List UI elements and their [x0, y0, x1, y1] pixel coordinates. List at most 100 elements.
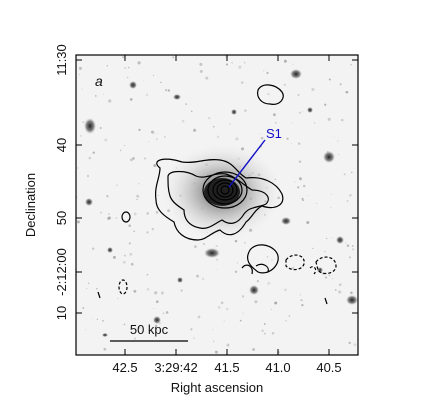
noise-speckle	[108, 99, 112, 103]
noise-speckle	[99, 127, 102, 129]
noise-speckle	[298, 177, 302, 181]
x-tick-label: 42.5	[112, 360, 137, 375]
noise-speckle	[102, 319, 104, 322]
noise-speckle	[259, 133, 261, 135]
noise-speckle	[244, 109, 247, 112]
noise-speckle	[334, 289, 337, 291]
noise-speckle	[348, 341, 351, 345]
noise-speckle	[274, 122, 277, 124]
noise-speckle	[291, 266, 295, 270]
noise-speckle	[117, 298, 119, 300]
noise-speckle	[266, 256, 269, 258]
noise-speckle	[264, 323, 266, 326]
noise-speckle	[260, 136, 264, 140]
noise-speckle	[350, 291, 353, 295]
noise-speckle	[136, 198, 138, 201]
noise-speckle	[267, 281, 271, 285]
noise-speckle	[199, 69, 203, 73]
noise-speckle	[106, 65, 108, 67]
noise-speckle	[338, 154, 340, 156]
noise-speckle	[137, 61, 141, 65]
noise-speckle	[331, 193, 333, 195]
noise-speckle	[190, 110, 193, 113]
y-tick-labels: 11:30 40 50 -2:12:00 10	[54, 44, 69, 320]
noise-speckle	[146, 212, 149, 215]
noise-speckle	[254, 300, 258, 304]
noise-speckle	[236, 262, 238, 264]
noise-speckle	[300, 299, 303, 302]
noise-speckle	[136, 194, 140, 198]
noise-speckle	[122, 55, 125, 59]
y-axis-title: Declination	[23, 173, 38, 237]
noise-speckle	[324, 103, 327, 106]
x-tick-label: 41.5	[214, 360, 239, 375]
noise-speckle	[199, 62, 203, 66]
noise-speckle	[133, 230, 136, 233]
noise-speckle	[78, 74, 80, 76]
noise-speckle	[81, 88, 83, 90]
noise-speckle	[159, 81, 162, 84]
noise-speckle	[286, 137, 289, 140]
noise-speckle	[103, 347, 107, 351]
y-tick-label: 40	[54, 138, 69, 152]
noise-speckle	[267, 93, 270, 96]
noise-speckle	[146, 231, 149, 234]
noise-speckle	[160, 291, 164, 295]
noise-speckle	[165, 311, 169, 314]
noise-speckle	[155, 138, 158, 141]
noise-speckle	[235, 137, 239, 141]
noise-speckle	[220, 301, 224, 305]
noise-speckle	[294, 181, 296, 183]
noise-speckle	[154, 324, 158, 328]
noise-speckle	[76, 220, 80, 224]
noise-speckle	[92, 151, 95, 154]
noise-speckle	[302, 111, 304, 113]
noise-speckle	[132, 157, 135, 160]
noise-speckle	[156, 300, 159, 303]
noise-speckle	[164, 89, 168, 92]
panel-label: a	[95, 73, 103, 89]
noise-speckle	[213, 126, 215, 128]
noise-speckle	[332, 278, 334, 280]
noise-speckle	[312, 247, 314, 250]
noise-speckle	[133, 337, 137, 340]
noise-speckle	[128, 66, 130, 69]
noise-speckle	[153, 307, 155, 310]
noise-speckle	[153, 164, 157, 167]
noise-speckle	[148, 140, 150, 143]
noise-speckle	[338, 283, 342, 287]
s1-pointer-line	[228, 139, 266, 188]
noise-speckle	[129, 252, 133, 256]
radio-contours	[97, 84, 337, 305]
noise-speckle	[324, 250, 326, 253]
noise-speckle	[263, 70, 265, 72]
noise-speckle	[122, 260, 126, 264]
noise-speckle	[88, 282, 90, 284]
noise-speckle	[271, 259, 273, 261]
noise-speckle	[144, 157, 146, 160]
noise-speckle	[349, 194, 352, 197]
noise-speckle	[128, 242, 131, 245]
noise-speckle	[76, 167, 79, 169]
noise-speckle	[123, 323, 126, 326]
noise-speckle	[273, 113, 276, 117]
noise-speckle	[229, 123, 231, 125]
noise-speckle	[328, 78, 331, 81]
noise-speckle	[157, 194, 159, 196]
noise-speckle	[256, 279, 260, 283]
noise-speckle	[216, 258, 219, 261]
x-axis-title: Right ascension	[171, 380, 264, 395]
noise-speckle	[325, 276, 328, 279]
noise-speckle	[142, 79, 144, 81]
x-tick-label: 40.5	[316, 360, 341, 375]
noise-speckle	[261, 329, 264, 332]
noise-speckle	[252, 348, 255, 351]
noise-speckle	[180, 289, 183, 292]
noise-speckle	[223, 320, 225, 322]
noise-speckle	[128, 224, 131, 227]
noise-speckle	[271, 331, 275, 335]
noise-speckle	[124, 66, 127, 69]
noise-speckle	[297, 93, 300, 96]
noise-speckle	[192, 337, 195, 340]
